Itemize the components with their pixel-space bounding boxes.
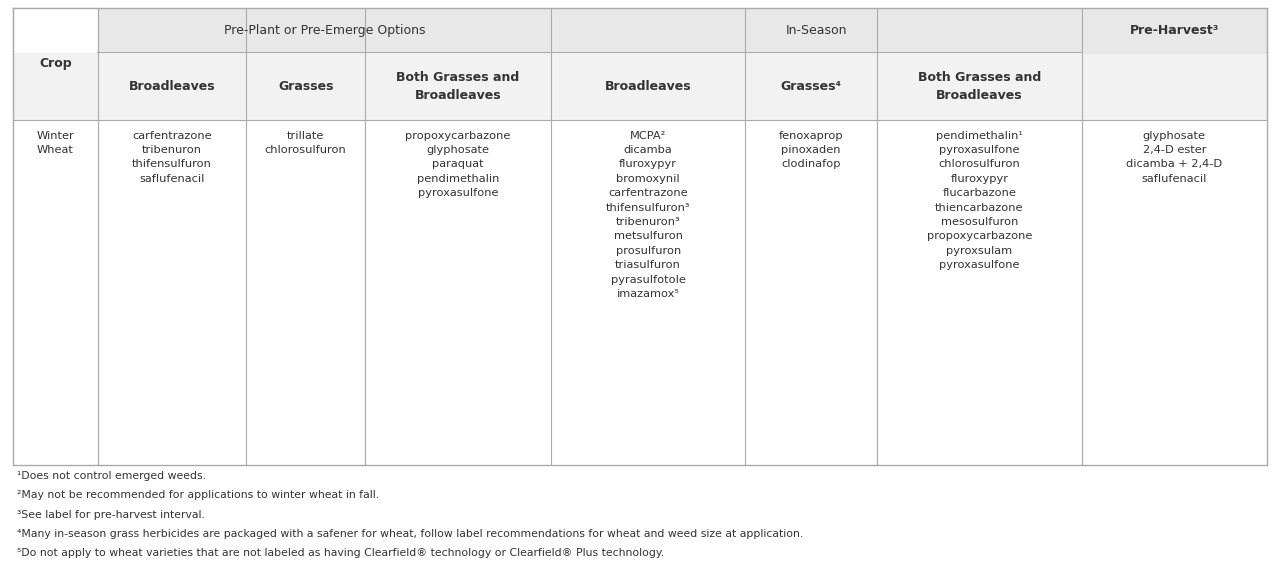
Text: Crop: Crop bbox=[40, 57, 72, 70]
Text: glyphosate
2,4-D ester
dicamba + 2,4-D
saflufenacil: glyphosate 2,4-D ester dicamba + 2,4-D s… bbox=[1126, 130, 1222, 184]
Bar bbox=[13, 53, 1267, 120]
Text: Winter
Wheat: Winter Wheat bbox=[37, 130, 74, 155]
Text: Pre-Harvest³: Pre-Harvest³ bbox=[1130, 23, 1219, 36]
Text: Both Grasses and
Broadleaves: Both Grasses and Broadleaves bbox=[918, 71, 1041, 102]
Text: Grasses⁴: Grasses⁴ bbox=[781, 80, 842, 93]
Text: Broadleaves: Broadleaves bbox=[129, 80, 215, 93]
Text: trillate
chlorosulfuron: trillate chlorosulfuron bbox=[265, 130, 347, 155]
Text: Grasses: Grasses bbox=[278, 80, 334, 93]
Text: ⁵Do not apply to wheat varieties that are not labeled as having Clearfield® tech: ⁵Do not apply to wheat varieties that ar… bbox=[17, 548, 664, 558]
Text: Both Grasses and
Broadleaves: Both Grasses and Broadleaves bbox=[397, 71, 520, 102]
Text: ²May not be recommended for applications to winter wheat in fall.: ²May not be recommended for applications… bbox=[17, 490, 379, 500]
Text: propoxycarbazone
glyphosate
paraquat
pendimethalin
pyroxasulfone: propoxycarbazone glyphosate paraquat pen… bbox=[406, 130, 511, 198]
Text: ³See label for pre-harvest interval.: ³See label for pre-harvest interval. bbox=[17, 510, 205, 519]
Text: Pre-Plant or Pre-Emerge Options: Pre-Plant or Pre-Emerge Options bbox=[224, 23, 425, 36]
Text: ¹Does not control emerged weeds.: ¹Does not control emerged weeds. bbox=[17, 471, 206, 481]
Bar bbox=[1082, 8, 1267, 53]
Text: carfentrazone
tribenuron
thifensulfuron
saflufenacil: carfentrazone tribenuron thifensulfuron … bbox=[132, 130, 212, 184]
Bar bbox=[1083, 51, 1266, 54]
Text: MCPA²
dicamba
fluroxypyr
bromoxynil
carfentrazone
thifensulfuron³
tribenuron³
me: MCPA² dicamba fluroxypyr bromoxynil carf… bbox=[605, 130, 690, 299]
Text: Broadleaves: Broadleaves bbox=[605, 80, 691, 93]
Bar bbox=[13, 8, 99, 53]
Text: fenoxaprop
pinoxaden
clodinafop: fenoxaprop pinoxaden clodinafop bbox=[780, 130, 844, 170]
Text: ⁴Many in-season grass herbicides are packaged with a safener for wheat, follow l: ⁴Many in-season grass herbicides are pac… bbox=[17, 529, 803, 539]
Bar bbox=[14, 52, 97, 53]
Bar bbox=[99, 8, 1082, 53]
Text: pendimethalin¹
pyroxasulfone
chlorosulfuron
fluroxypyr
flucarbazone
thiencarbazo: pendimethalin¹ pyroxasulfone chlorosulfu… bbox=[927, 130, 1032, 270]
Text: In-Season: In-Season bbox=[786, 23, 847, 36]
